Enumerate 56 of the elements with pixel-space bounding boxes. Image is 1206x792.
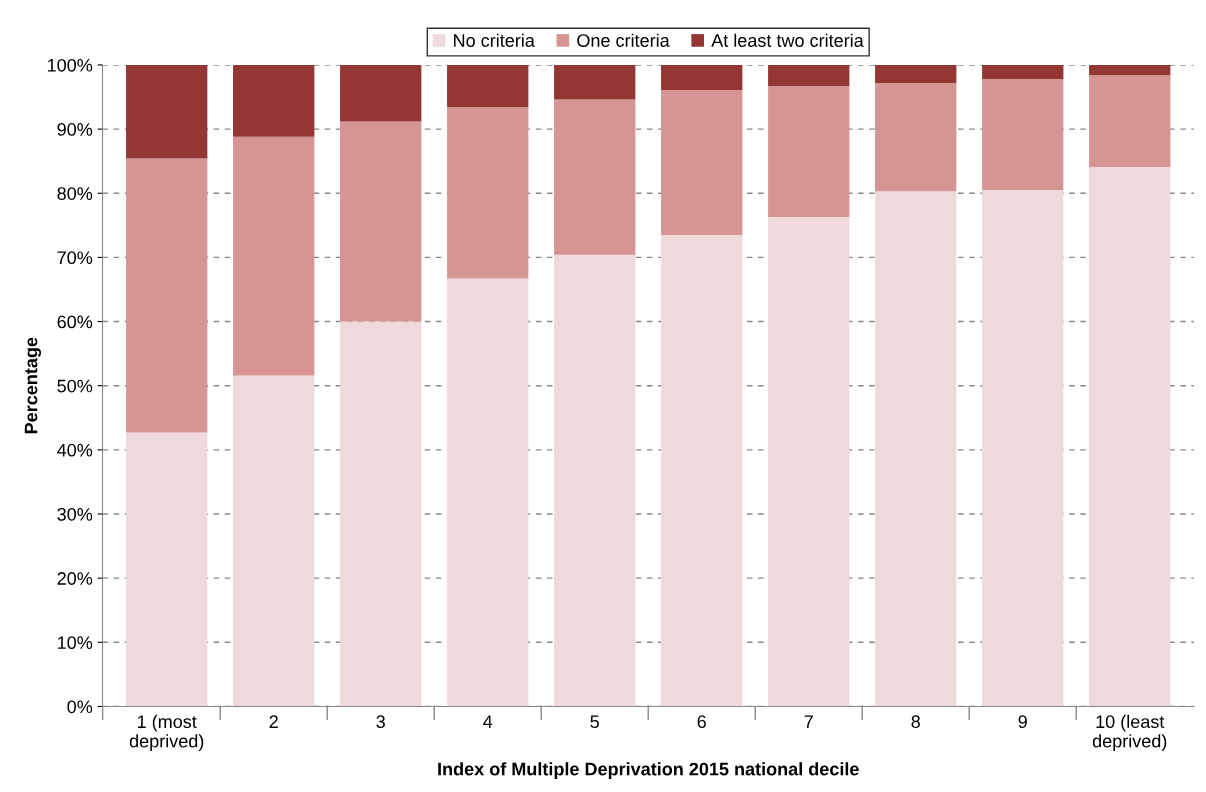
bar [1089,75,1171,167]
y-tick-label: 40% [57,443,93,457]
y-tick-label: 60% [57,315,93,329]
x-tick-label: 2 [269,715,278,728]
x-tick-label: 4 [483,715,493,728]
x-tick-label: 3 [376,715,385,729]
x-axis-title: Index of Multiple Deprivation 2015 national decile [438,762,859,780]
y-tick-label: 100% [47,58,93,72]
y-tick-label: 80% [57,187,93,200]
x-tick-label: 7 [804,715,813,728]
y-tick-label: 10% [58,636,93,650]
bar [768,86,850,217]
bar [554,254,636,707]
x-tick-label: 5 [590,715,599,729]
bar [875,82,957,192]
x-tick-label: 9 [1018,715,1027,729]
bar [768,216,850,707]
legend-label: No criteria [454,33,535,47]
bar [875,191,957,707]
y-tick-label: 0% [67,700,93,714]
bar [875,64,957,83]
x-tick-label: 1 (most deprived) [129,714,204,752]
x-tick-label: 10 (least deprived) [1092,714,1167,752]
bar [554,99,636,255]
bar [1089,166,1171,707]
x-tick-label: 6 [697,715,706,729]
x-tick-label: 8 [911,715,920,729]
bar [233,64,315,137]
bar [233,375,315,707]
bar [1089,64,1171,76]
bar [126,432,208,707]
bar [982,64,1064,80]
bar [340,321,422,707]
bar [233,136,315,376]
y-tick-label: 70% [57,251,93,265]
bar [982,79,1064,191]
bar [126,158,208,433]
bar [126,64,208,159]
legend-label: One criteria [577,33,670,47]
y-tick-label: 30% [57,507,93,521]
bar [661,89,743,235]
y-axis-title: Percentage [24,337,42,434]
legend-label: At least two criteria [711,33,864,47]
y-tick-label: 50% [57,379,93,393]
bar [554,64,636,100]
bar [447,107,529,279]
bar [661,64,743,90]
bar [447,64,529,108]
bar [768,64,850,87]
bar [982,190,1064,707]
bar [340,64,422,122]
bar [661,234,743,707]
y-tick-label: 20% [57,572,93,585]
bar [447,278,529,707]
y-tick-label: 90% [57,123,93,136]
bar [340,121,422,322]
